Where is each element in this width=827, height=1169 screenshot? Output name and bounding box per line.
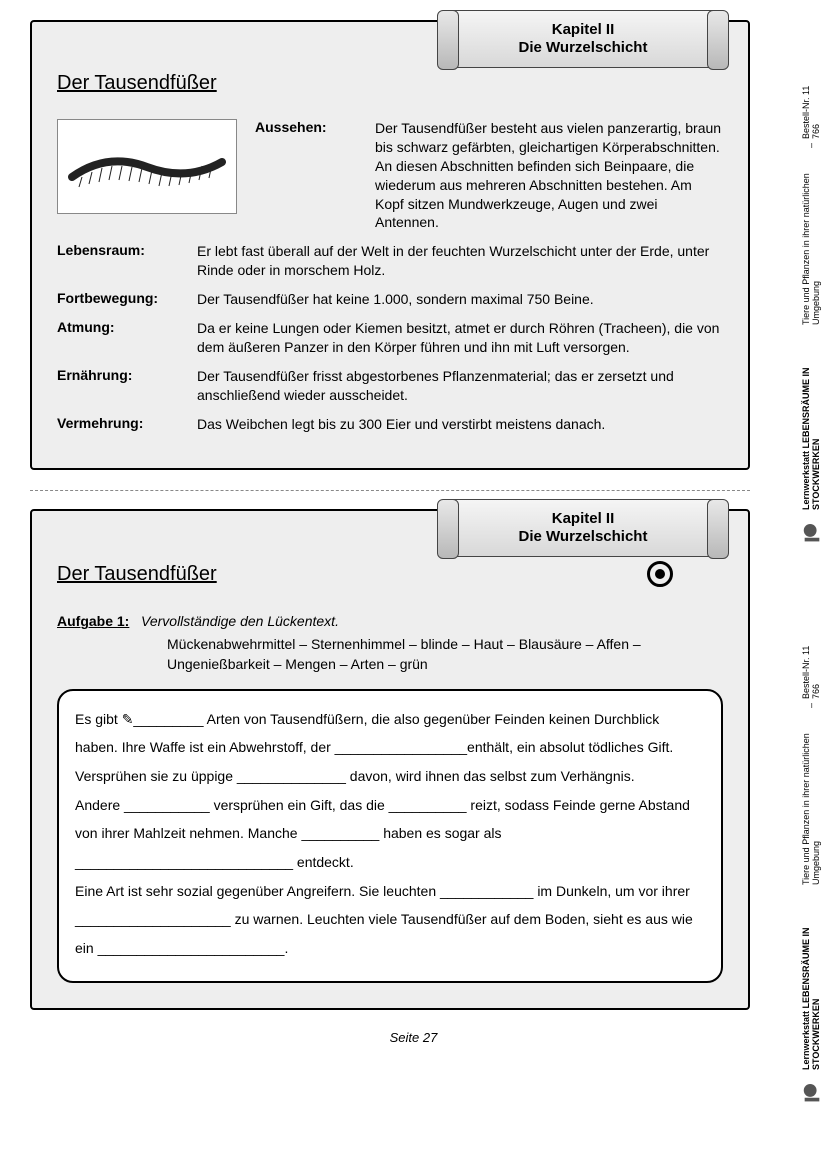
word-bank: Mückenabwehrmittel – Sternenhimmel – bli… (167, 635, 723, 674)
side-meta-top: Lernwerkstatt LEBENSRÄUME IN STOCKWERKEN… (803, 80, 821, 510)
text-atmung: Da er keine Lungen oder Kiemen besitzt, … (197, 319, 723, 357)
publisher-logo-icon (801, 520, 823, 550)
text-aussehen: Der Tausendfüßer besteht aus vielen panz… (375, 119, 723, 232)
chapter-title: Die Wurzelschicht (519, 528, 648, 546)
label-vermehrung: Vermehrung: (57, 415, 187, 434)
cloze-text-box[interactable]: Es gibt ✎_________ Arten von Tausendfüße… (57, 689, 723, 983)
task-prompt: Vervollständige den Lückentext. (141, 613, 339, 629)
side-order: Bestell-Nr. 11 766 (802, 80, 822, 139)
section-title: Der Tausendfüßer (57, 72, 723, 95)
label-atmung: Atmung: (57, 319, 187, 357)
target-icon (647, 561, 673, 587)
label-fortbewegung: Fortbewegung: (57, 290, 187, 309)
side-title-bold: Lernwerkstatt LEBENSRÄUME IN STOCKWERKEN (802, 329, 822, 510)
chapter-banner: Kapitel II Die Wurzelschicht (448, 499, 718, 557)
chapter-banner: Kapitel II Die Wurzelschicht (448, 10, 718, 68)
label-lebensraum: Lebensraum: (57, 242, 187, 280)
millipede-illustration (57, 119, 237, 214)
side-title-sub: Tiere und Pflanzen in ihrer natürlichen … (802, 158, 822, 324)
text-vermehrung: Das Weibchen legt bis zu 300 Eier und ve… (197, 415, 723, 434)
task-heading: Aufgabe 1: Vervollständige den Lückentex… (57, 613, 723, 629)
cut-line (30, 490, 750, 491)
chapter-number: Kapitel II (552, 21, 615, 39)
task-label: Aufgabe 1: (57, 613, 129, 629)
text-ernaehrung: Der Tausendfüßer frisst abgestorbenes Pf… (197, 367, 723, 405)
cloze-text: Es gibt ✎_________ Arten von Tausendfüße… (75, 711, 693, 957)
text-lebensraum: Er lebt fast überall auf der Welt in der… (197, 242, 723, 280)
page-number: Seite 27 (30, 1030, 797, 1045)
chapter-number: Kapitel II (552, 510, 615, 528)
chapter-title: Die Wurzelschicht (519, 39, 648, 57)
text-fortbewegung: Der Tausendfüßer hat keine 1.000, sonder… (197, 290, 723, 309)
task-panel: Kapitel II Die Wurzelschicht Der Tausend… (30, 509, 750, 1009)
label-ernaehrung: Ernährung: (57, 367, 187, 405)
label-aussehen: Aussehen: (255, 119, 365, 232)
side-meta-bottom: Lernwerkstatt LEBENSRÄUME IN STOCKWERKEN… (803, 640, 821, 1070)
section-title: Der Tausendfüßer (57, 563, 217, 586)
publisher-logo-icon (801, 1080, 823, 1110)
info-panel: Kapitel II Die Wurzelschicht Der Tausend… (30, 20, 750, 470)
